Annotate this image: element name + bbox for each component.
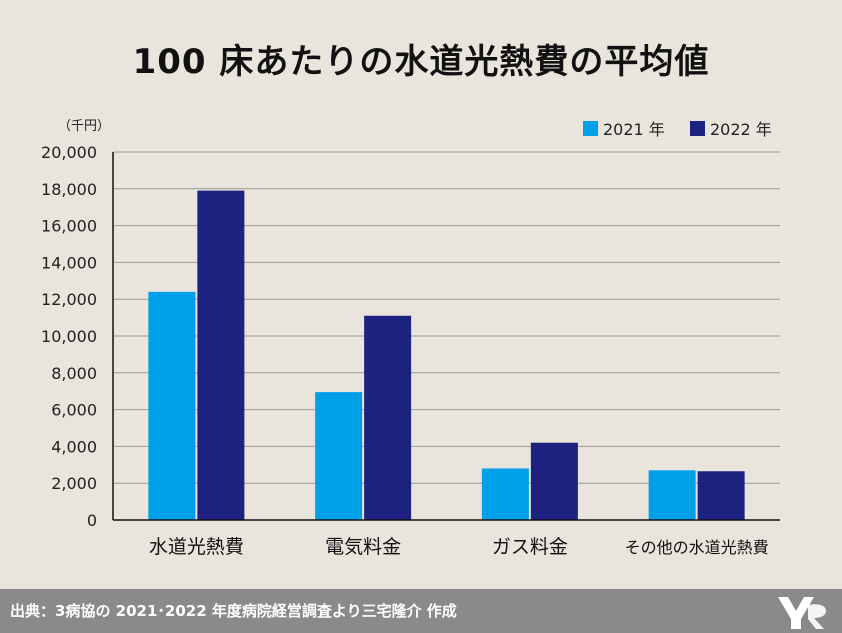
legend-swatch <box>690 121 705 136</box>
y-tick-label: 2,000 <box>51 474 97 493</box>
bar-2022 <box>530 442 578 520</box>
bar-2021 <box>315 392 363 520</box>
x-tick-label: その他の水道光熱費 <box>625 538 769 557</box>
bar-2021 <box>148 291 196 520</box>
y-tick-label: 14,000 <box>41 253 97 272</box>
source-text: 出典：3病協の 2021･2022 年度病院経営調査より三宅隆介 作成 <box>10 602 457 620</box>
chart-title: 100 床あたりの水道光熱費の平均値 <box>132 42 710 82</box>
x-tick-label: ガス料金 <box>492 536 568 558</box>
y-tick-label: 18,000 <box>41 180 97 199</box>
bar-2021 <box>481 468 529 520</box>
y-tick-label: 20,000 <box>41 143 97 162</box>
y-unit-label: （千円） <box>58 119 110 134</box>
legend-label: 2021 年 <box>603 120 665 139</box>
y-tick-label: 4,000 <box>51 437 97 456</box>
y-tick-label: 8,000 <box>51 364 97 383</box>
logo-mark <box>778 597 826 629</box>
y-tick-label: 10,000 <box>41 327 97 346</box>
bar-2022 <box>197 190 245 520</box>
y-tick-label: 0 <box>87 511 97 530</box>
bar-2022 <box>697 471 745 520</box>
source-footer: 出典：3病協の 2021･2022 年度病院経営調査より三宅隆介 作成 <box>0 589 842 633</box>
bar-2022 <box>364 315 412 520</box>
bar-2021 <box>648 470 696 520</box>
x-tick-label: 電気料金 <box>325 536 401 558</box>
y-tick-label: 6,000 <box>51 401 97 420</box>
legend-label: 2022 年 <box>710 120 772 139</box>
y-tick-label: 16,000 <box>41 217 97 236</box>
x-tick-label: 水道光熱費 <box>149 536 244 558</box>
y-tick-label: 12,000 <box>41 290 97 309</box>
bar-chart: 0 2,000 4,000 6,000 8,000 10,000 12,000 14,000 1… <box>41 119 780 558</box>
legend-swatch <box>583 121 598 136</box>
